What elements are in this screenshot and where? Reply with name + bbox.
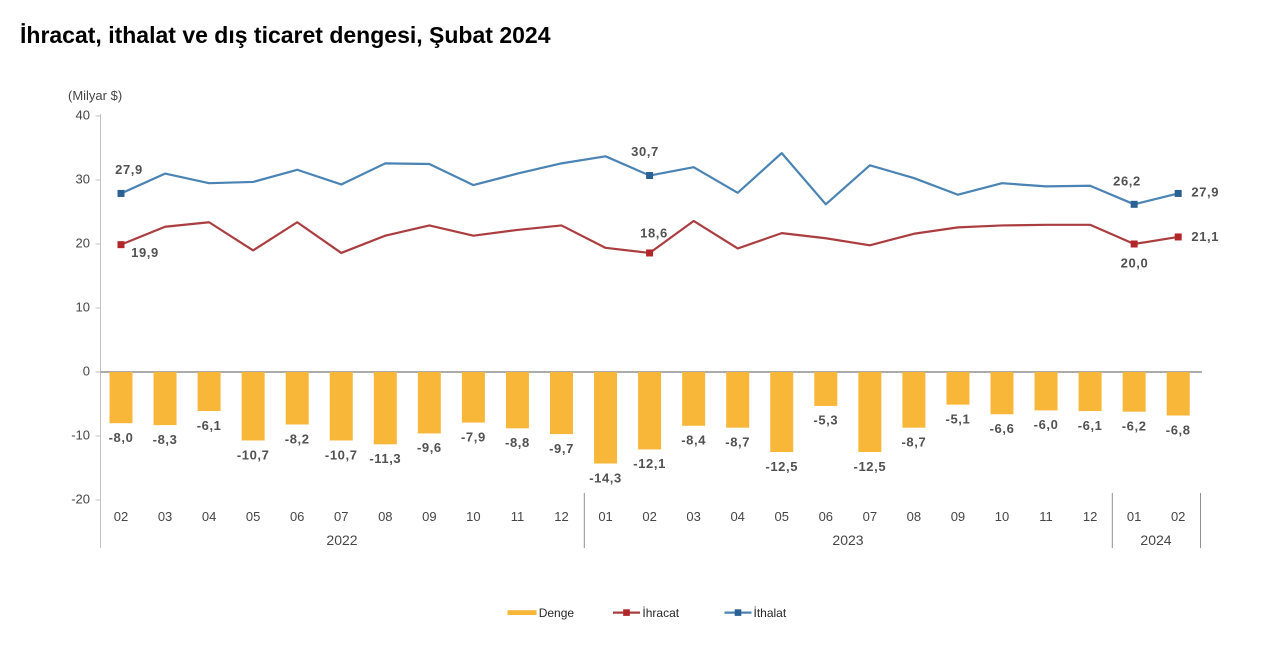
svg-text:11: 11 [1039, 509, 1053, 524]
svg-text:26,2: 26,2 [1113, 174, 1141, 189]
svg-text:-7,9: -7,9 [461, 429, 486, 444]
svg-text:05: 05 [246, 509, 260, 524]
svg-text:05: 05 [775, 509, 789, 524]
svg-text:-8,7: -8,7 [725, 434, 750, 449]
svg-text:-6,2: -6,2 [1122, 418, 1147, 433]
svg-text:-10: -10 [71, 428, 90, 443]
svg-text:04: 04 [730, 509, 744, 524]
svg-text:12: 12 [554, 509, 568, 524]
svg-text:08: 08 [378, 509, 392, 524]
svg-text:-12,5: -12,5 [765, 459, 798, 474]
svg-text:2022: 2022 [326, 532, 357, 548]
svg-text:-5,3: -5,3 [813, 413, 838, 428]
svg-text:21,1: 21,1 [1191, 229, 1219, 244]
svg-text:0: 0 [83, 364, 90, 379]
svg-text:11: 11 [511, 509, 525, 524]
svg-text:-6,6: -6,6 [990, 421, 1015, 436]
svg-text:10: 10 [995, 509, 1009, 524]
svg-text:27,9: 27,9 [115, 162, 143, 177]
svg-text:09: 09 [951, 509, 965, 524]
svg-text:07: 07 [334, 509, 348, 524]
svg-text:04: 04 [202, 509, 216, 524]
svg-text:10: 10 [466, 509, 480, 524]
svg-text:-9,7: -9,7 [549, 441, 574, 456]
svg-text:01: 01 [1127, 509, 1141, 524]
svg-text:02: 02 [642, 509, 656, 524]
svg-text:06: 06 [290, 509, 304, 524]
svg-text:27,9: 27,9 [1191, 185, 1219, 200]
svg-text:-8,3: -8,3 [153, 432, 178, 447]
svg-text:30: 30 [76, 172, 90, 187]
svg-text:İhracat: İhracat [642, 606, 679, 620]
svg-text:-10,7: -10,7 [325, 447, 358, 462]
svg-text:07: 07 [863, 509, 877, 524]
svg-text:(Milyar $): (Milyar $) [68, 88, 122, 103]
svg-text:40: 40 [76, 108, 90, 123]
svg-text:-8,0: -8,0 [109, 430, 134, 445]
svg-text:İthalat: İthalat [754, 606, 787, 620]
svg-text:-14,3: -14,3 [589, 470, 622, 485]
svg-text:-6,0: -6,0 [1034, 417, 1059, 432]
svg-text:-8,8: -8,8 [505, 435, 530, 450]
svg-text:-8,4: -8,4 [681, 433, 706, 448]
svg-text:-20: -20 [71, 492, 90, 507]
svg-text:-6,1: -6,1 [1078, 418, 1103, 433]
svg-text:12: 12 [1083, 509, 1097, 524]
svg-text:20,0: 20,0 [1121, 256, 1149, 271]
svg-text:-10,7: -10,7 [237, 447, 270, 462]
svg-text:03: 03 [158, 509, 172, 524]
svg-text:18,6: 18,6 [640, 226, 668, 241]
svg-text:2023: 2023 [832, 532, 863, 548]
svg-text:01: 01 [598, 509, 612, 524]
svg-text:20: 20 [76, 236, 90, 251]
svg-text:30,7: 30,7 [631, 144, 659, 159]
svg-text:-8,7: -8,7 [901, 434, 926, 449]
svg-text:06: 06 [819, 509, 833, 524]
svg-text:10: 10 [76, 300, 90, 315]
svg-text:-12,5: -12,5 [854, 459, 887, 474]
svg-text:-6,8: -6,8 [1166, 422, 1191, 437]
svg-text:19,9: 19,9 [131, 245, 159, 260]
svg-text:Denge: Denge [539, 606, 575, 620]
svg-text:09: 09 [422, 509, 436, 524]
svg-text:2024: 2024 [1140, 532, 1171, 548]
svg-text:08: 08 [907, 509, 921, 524]
svg-text:-12,1: -12,1 [633, 456, 666, 471]
svg-text:03: 03 [686, 509, 700, 524]
svg-text:-6,1: -6,1 [197, 418, 222, 433]
svg-text:-5,1: -5,1 [946, 411, 971, 426]
svg-text:02: 02 [114, 509, 128, 524]
svg-text:02: 02 [1171, 509, 1185, 524]
svg-text:-9,6: -9,6 [417, 440, 442, 455]
svg-text:-8,2: -8,2 [285, 431, 310, 446]
svg-text:İhracat, ithalat ve dış ticare: İhracat, ithalat ve dış ticaret dengesi,… [20, 22, 551, 48]
svg-text:-11,3: -11,3 [369, 451, 401, 466]
